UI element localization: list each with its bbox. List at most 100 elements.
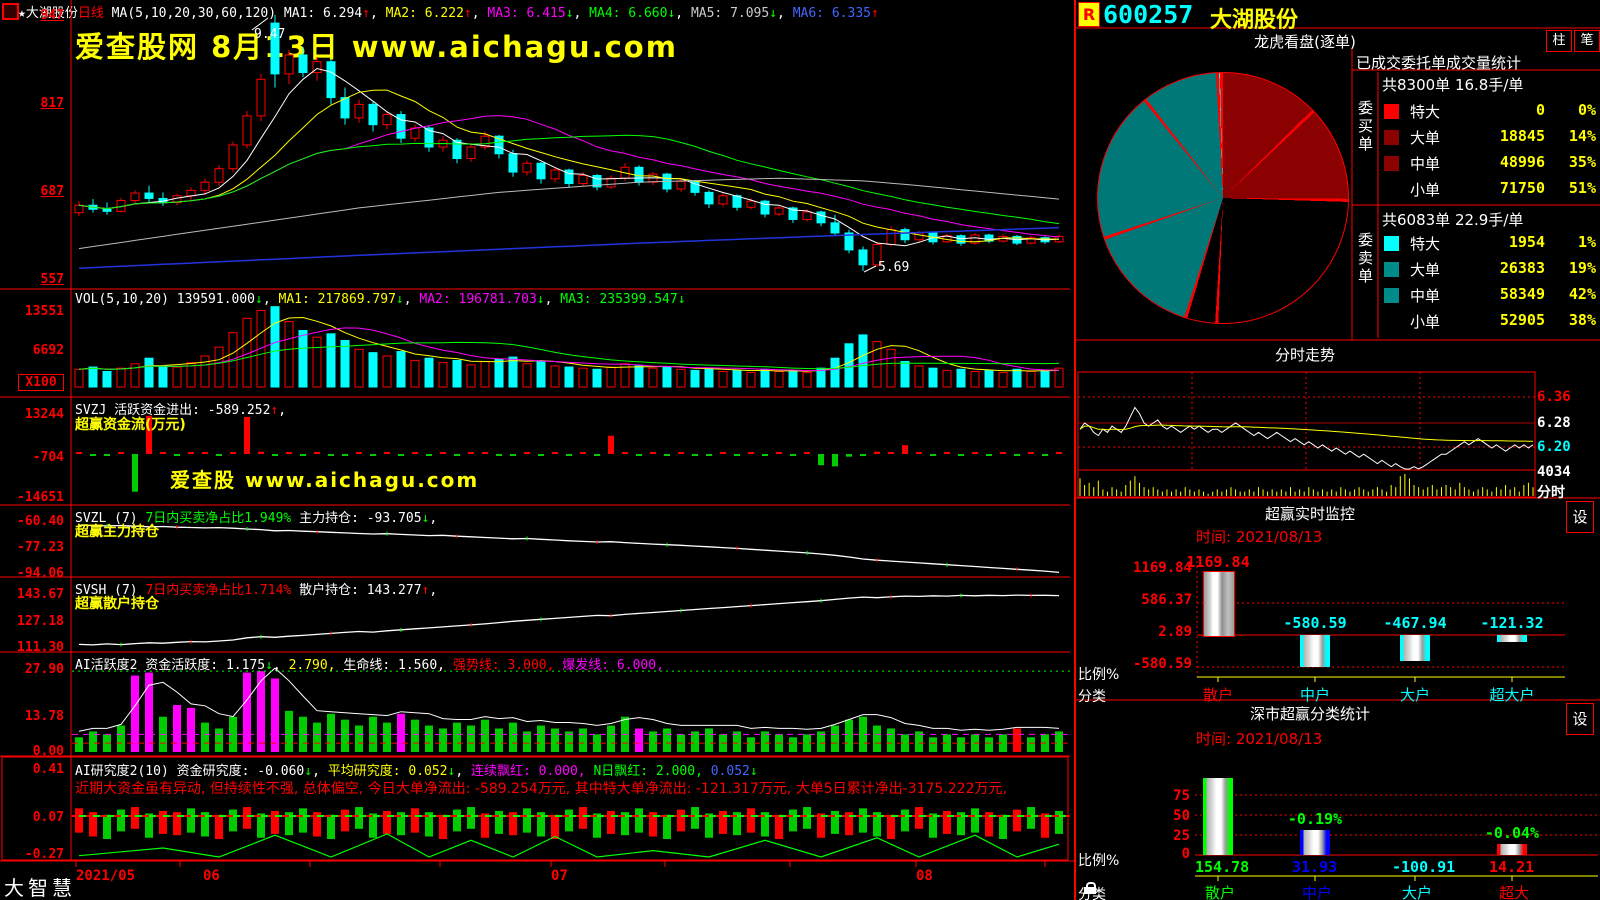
volume-bar [732, 369, 742, 388]
axis-label: 6692 [32, 343, 64, 358]
volume-bar [550, 365, 560, 388]
shenshi-y-label: 25 [1173, 828, 1190, 844]
aiyj-bar [103, 814, 111, 840]
axis-label: 687 [40, 184, 64, 199]
order-swatch [1384, 130, 1399, 145]
price-ma-line [78, 67, 1060, 247]
svzj-bar [664, 454, 670, 456]
svzl-header: SVZL (7) 7日内买卖净占比1.949% 主力持仓: -93.705↓, [75, 507, 437, 526]
bar-mode-button[interactable]: 柱 [1546, 30, 1572, 52]
order-type-label: 大单 [1410, 261, 1441, 279]
header-segment: ↑ [421, 583, 430, 598]
ma60-line [78, 177, 1060, 250]
aiyj-bar [537, 812, 545, 837]
aiyj-bar [551, 814, 559, 840]
volume-bar [662, 366, 672, 388]
svzj-bar [972, 452, 978, 454]
volume-bar [886, 348, 896, 388]
aiyj-bar [929, 813, 937, 838]
candle [788, 207, 798, 220]
aihy-bar [467, 725, 475, 752]
volume-bar [130, 363, 140, 388]
aiyj-bar [705, 813, 713, 838]
intraday-axis-label: 4034 [1537, 464, 1571, 480]
intraday-vol-box [1077, 469, 1536, 498]
shenshi-category: 散户 [1205, 884, 1236, 900]
candle [494, 135, 504, 155]
aihy-bar [495, 728, 503, 752]
order-pct: 19% [1568, 259, 1596, 277]
header-segment: 爆发线: 6.000, [554, 658, 664, 673]
candle [74, 204, 84, 214]
aihy-bar [1055, 731, 1063, 752]
shenshi-pct-label: -0.04% [1484, 823, 1540, 842]
header-segment: MA3: 235399.547 [560, 292, 678, 307]
volume-bar [788, 369, 798, 388]
aihy-bar [607, 725, 615, 752]
aihy-bar [551, 728, 559, 752]
volume-bar [410, 359, 420, 388]
time-axis-label: 06 [203, 868, 220, 884]
aihy-bar [117, 725, 125, 752]
svzj-bar [580, 452, 586, 454]
svzj-bar [888, 452, 894, 454]
buy-side-label: 委买单 [1356, 100, 1374, 154]
volume-bar [746, 372, 756, 388]
order-pct: 38% [1568, 311, 1596, 329]
volume-bar [508, 356, 518, 388]
svzj-bar [398, 454, 404, 456]
candle [186, 189, 196, 197]
candle [466, 146, 476, 160]
monitor-category: 大户 [1399, 686, 1430, 704]
aihy-bar [733, 731, 741, 752]
aihy-bar [1027, 737, 1035, 752]
header-segment: MA(5,10,20,30,60,120) [103, 6, 284, 21]
candle [816, 211, 826, 224]
monitor-bar [1497, 635, 1527, 642]
header-segment: ↓ [667, 6, 676, 21]
volume-bar [270, 306, 280, 388]
aiyj-bar [999, 814, 1007, 840]
svzj-bar [678, 452, 684, 454]
pen-mode-button[interactable]: 笔 [1574, 30, 1600, 52]
volume-bar [522, 363, 532, 388]
svzj-bar [846, 454, 852, 457]
aiyj-bar [1027, 807, 1035, 829]
shenshi-y-label: 75 [1173, 788, 1190, 804]
volume-bar [494, 358, 504, 388]
aiyj-bar [1041, 813, 1049, 838]
aihy-bar [985, 737, 993, 752]
candle [886, 229, 896, 246]
svzj-bar [902, 445, 908, 454]
aiyj-bar [943, 810, 951, 834]
monitor-settings-button[interactable]: 设 [1566, 501, 1594, 533]
svzj-bar [538, 454, 544, 456]
volume-bar [424, 357, 434, 388]
header-segment: MA4: 6.660 [589, 6, 668, 21]
aihy-bar [635, 728, 643, 752]
aiyj-bar [145, 813, 153, 838]
svzj-bar [1056, 452, 1062, 454]
candle [578, 174, 588, 185]
candle [704, 191, 714, 205]
aiyj-bar [607, 810, 615, 834]
volume-bar [340, 339, 350, 388]
shenshi-row-class: 分类 [1078, 887, 1106, 900]
intraday-price-line [1079, 406, 1534, 470]
aihy-bar [579, 728, 587, 752]
header-segment: ↓ [536, 292, 545, 307]
candle [452, 139, 462, 160]
candle [256, 78, 266, 117]
svzj-bar [748, 452, 754, 454]
volume-bar [102, 370, 112, 388]
order-type-label: 特大 [1410, 103, 1441, 121]
monitor-category: 中户 [1299, 686, 1330, 704]
header-segment: ↓ [255, 292, 263, 307]
svzj-bar [958, 454, 964, 456]
candle [676, 181, 686, 190]
app-icon[interactable] [2, 3, 19, 20]
shenshi-settings-button[interactable]: 设 [1566, 703, 1594, 735]
svzj-bar [174, 454, 180, 456]
